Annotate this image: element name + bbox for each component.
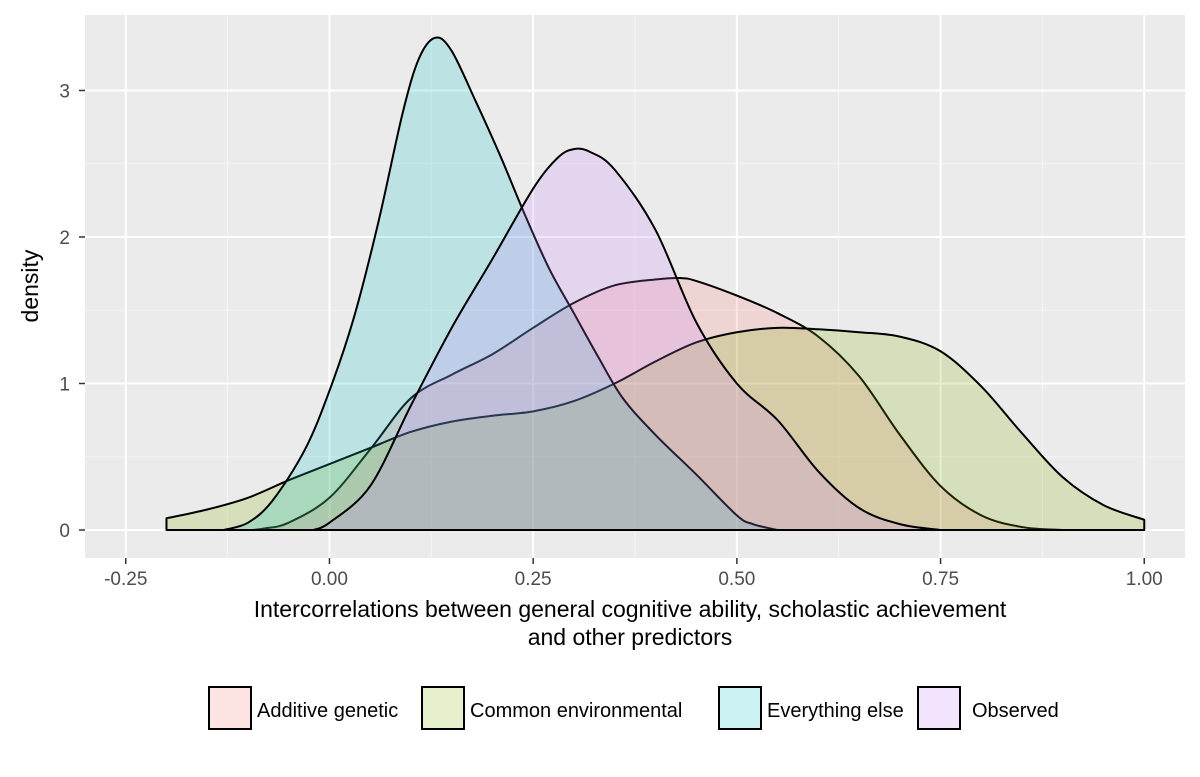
density-common-environmental — [165, 326, 1146, 531]
axis-tick-labels: -0.25 0.00 0.25 0.50 0.75 1.00 0 1 2 3 — [59, 82, 1162, 591]
x-tick-label: 0.75 — [922, 569, 959, 590]
x-axis-title-line-2: and other predictors — [528, 624, 733, 650]
x-tick-label: 0.25 — [515, 569, 552, 590]
x-tick-label: -0.25 — [104, 569, 147, 590]
x-axis-title-line-1: Intercorrelations between general cognit… — [254, 596, 1007, 622]
legend-key-background — [208, 686, 252, 730]
legend-key-swatch — [208, 686, 252, 730]
density-additive-genetic — [251, 276, 1064, 531]
density-observed — [312, 147, 942, 531]
density-areas — [165, 36, 1146, 531]
legend-label: Common environmental — [470, 700, 682, 722]
legend-key-background — [917, 686, 961, 730]
legend-label: Additive genetic — [257, 700, 398, 722]
y-axis-title: density — [17, 249, 43, 322]
density-everything-else — [222, 36, 779, 531]
legend-label: Everything else — [767, 700, 904, 722]
legend-item-common-environmental: Common environmental — [421, 686, 682, 730]
legend-key-swatch — [917, 686, 961, 730]
legend-key-background — [421, 686, 465, 730]
minor-gridlines — [85, 15, 1185, 558]
legend-item-everything-else: Everything else — [718, 686, 904, 730]
legend-item-additive-genetic: Additive genetic — [208, 686, 398, 730]
y-tick-label: 0 — [59, 521, 70, 542]
x-tick-label: 0.50 — [718, 569, 755, 590]
x-tick-label: 1.00 — [1126, 569, 1163, 590]
y-tick-label: 3 — [59, 82, 70, 103]
axis-ticks — [79, 89, 1146, 564]
legend-key-swatch — [421, 686, 465, 730]
legend: Additive genetic Common environmental Ever… — [208, 686, 1059, 730]
y-tick-label: 1 — [59, 375, 70, 396]
legend-item-observed: Observed — [917, 686, 1059, 730]
legend-key-background — [718, 686, 762, 730]
legend-key-swatch — [718, 686, 762, 730]
y-tick-label: 2 — [59, 228, 70, 249]
legend-label: Observed — [972, 700, 1059, 722]
x-tick-label: 0.00 — [311, 569, 348, 590]
